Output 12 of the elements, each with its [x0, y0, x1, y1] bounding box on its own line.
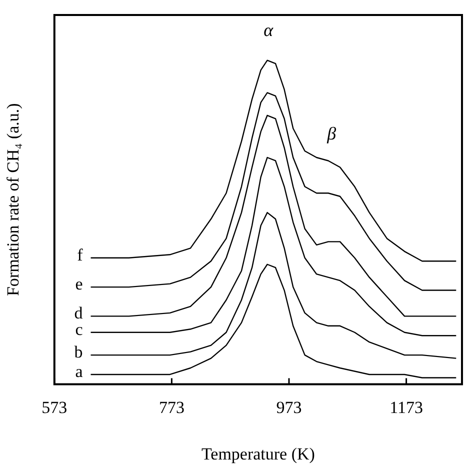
text: α — [264, 20, 274, 40]
x-tick-label: 773 — [158, 398, 184, 417]
x-tick-label: 573 — [42, 398, 68, 417]
series-label: e — [75, 274, 83, 294]
x-tick-label: 1173 — [390, 398, 423, 417]
x-tick-label: 973 — [276, 398, 302, 417]
series-label: b — [74, 342, 83, 362]
series-label: a — [75, 362, 84, 381]
y-axis-title: Formation rate of CH₄ (a.u.) — [4, 103, 23, 296]
annotation: β — [326, 123, 336, 144]
series-label: f — [77, 245, 84, 264]
x-axis-title: Temperature (K) — [201, 444, 315, 464]
